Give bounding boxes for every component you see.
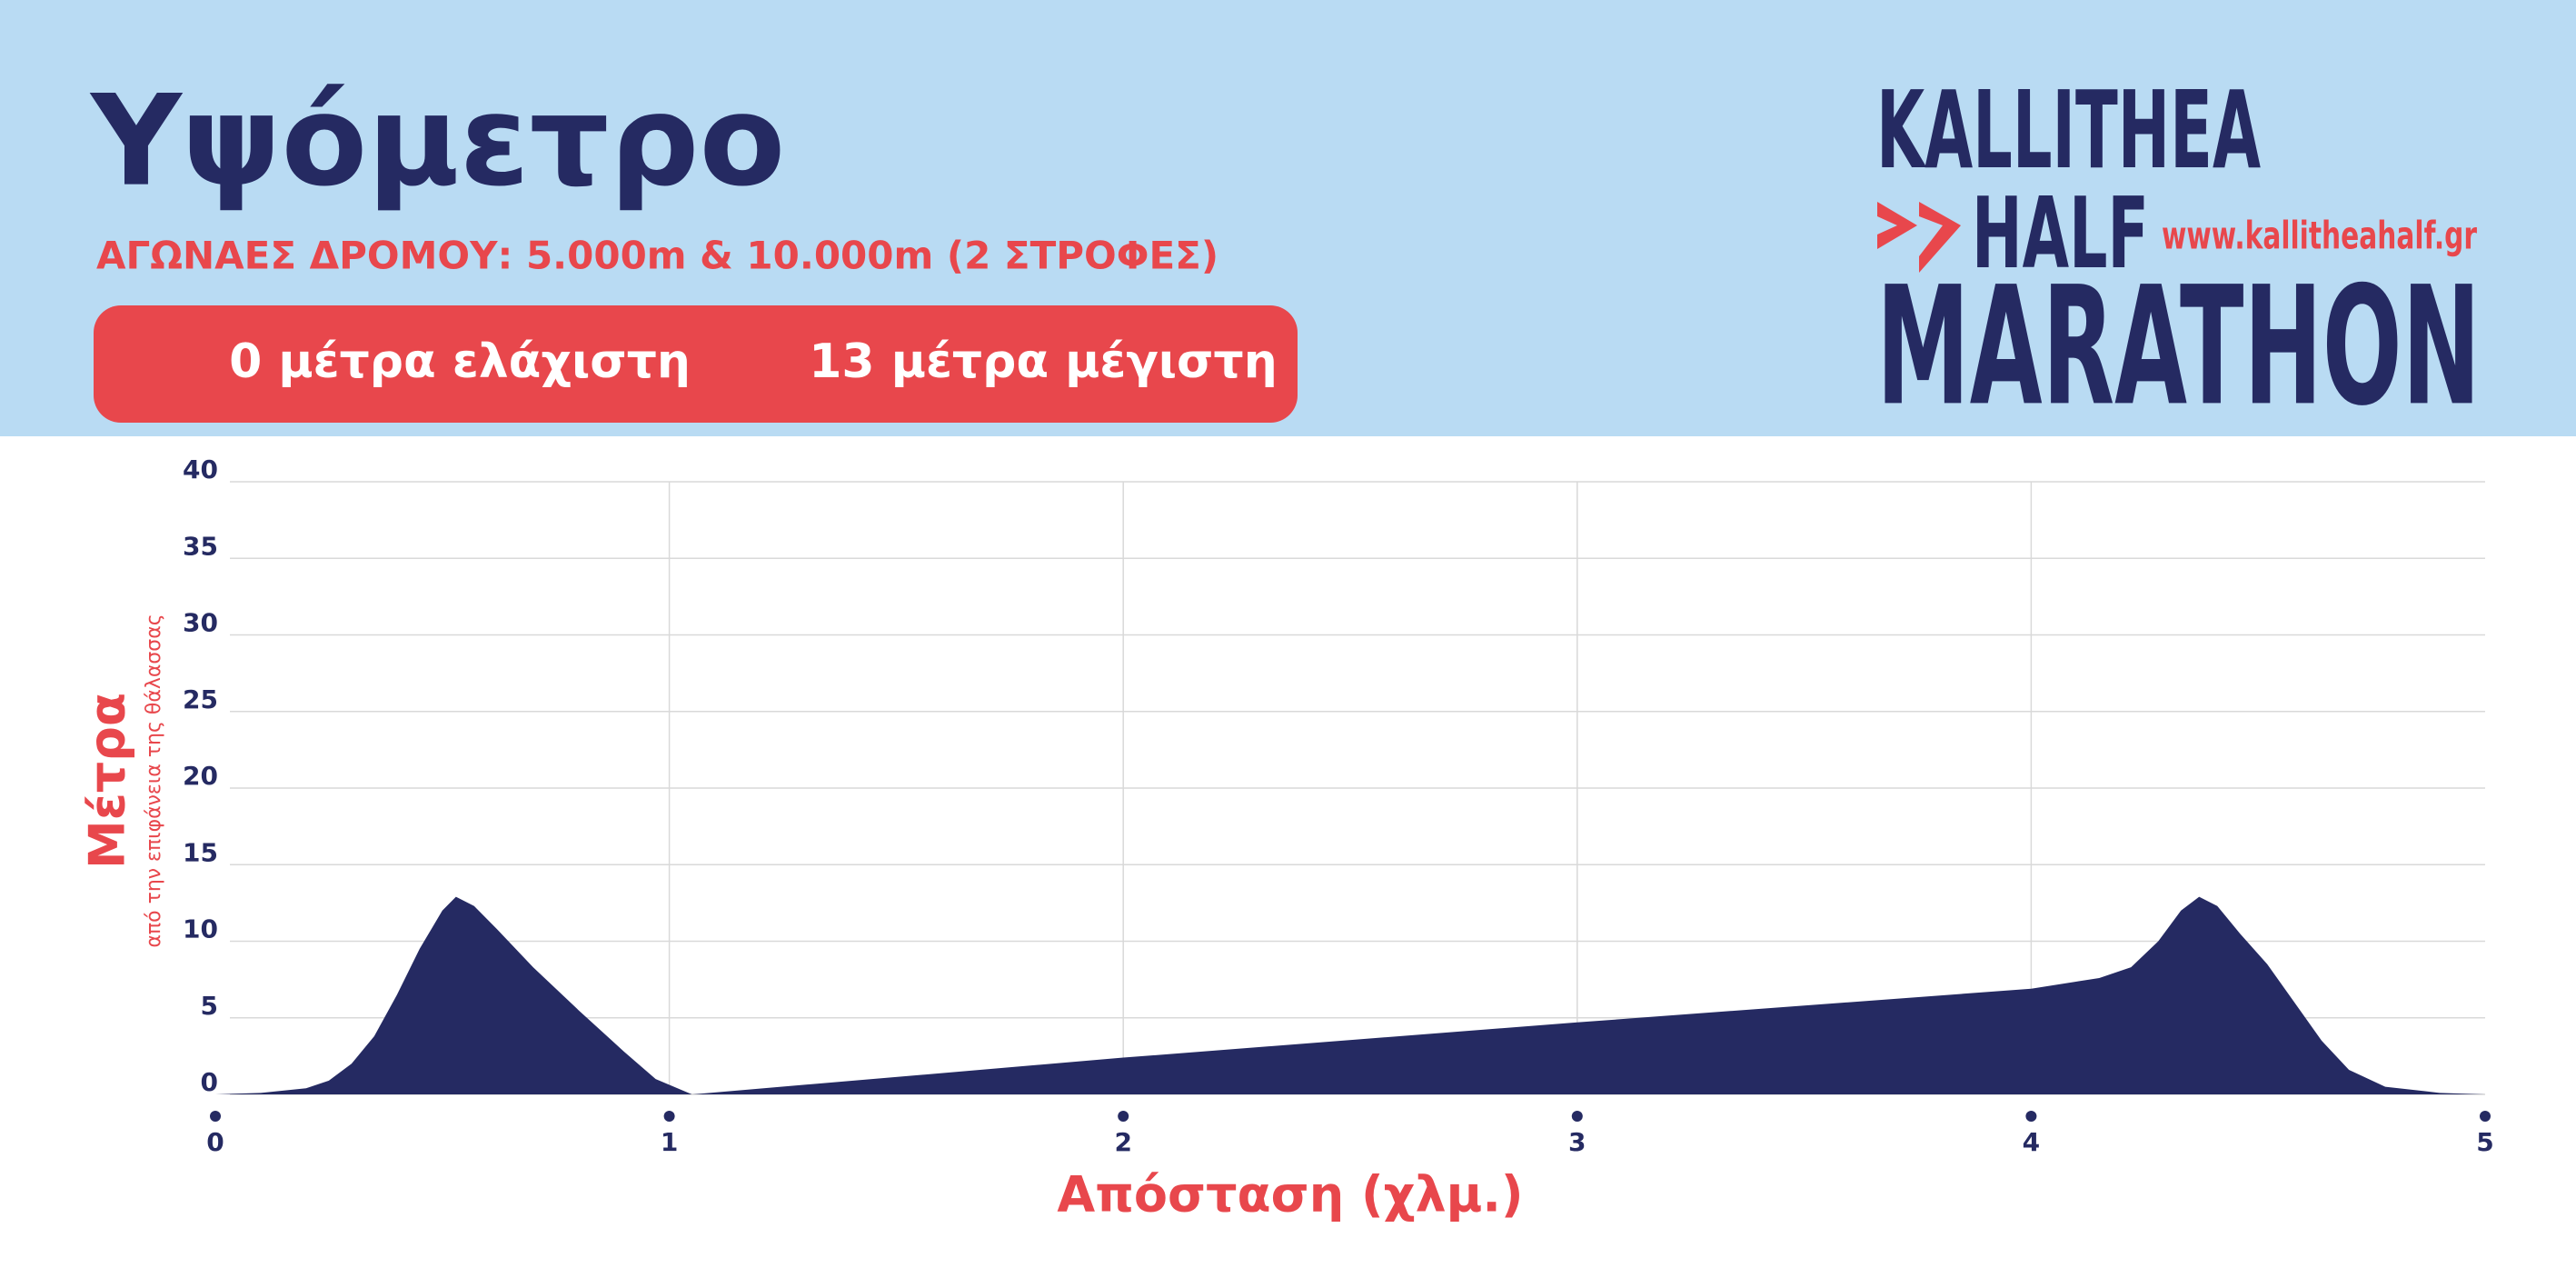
stats-box bbox=[94, 305, 1298, 423]
x-tick-dot bbox=[663, 1111, 675, 1122]
chart-title: Υψόμετρο bbox=[89, 68, 785, 215]
logo-line3: MARATHON bbox=[1876, 252, 2481, 442]
x-tick-label: 5 bbox=[2476, 1127, 2493, 1157]
x-tick-label: 3 bbox=[1568, 1127, 1586, 1157]
x-tick-dot bbox=[1571, 1111, 1583, 1122]
y-axis-label: Μέτρα bbox=[79, 693, 136, 869]
x-tick-label: 0 bbox=[206, 1127, 224, 1157]
y-tick-label: 20 bbox=[183, 761, 218, 791]
y-tick-label: 15 bbox=[183, 837, 218, 867]
x-tick-dot bbox=[2480, 1111, 2491, 1122]
elevation-area bbox=[215, 896, 2485, 1094]
y-tick-label: 30 bbox=[183, 608, 218, 638]
y-tick-label: 35 bbox=[183, 531, 218, 561]
y-tick-label: 5 bbox=[201, 991, 218, 1021]
x-tick-label: 2 bbox=[1114, 1127, 1131, 1157]
logo-line1: KALLITHEA bbox=[1876, 67, 2261, 193]
x-tick-dot bbox=[1118, 1111, 1129, 1122]
logo-arrows bbox=[1877, 202, 1961, 273]
logo-line2: HALF bbox=[1972, 177, 2149, 291]
y-tick-label: 0 bbox=[201, 1067, 218, 1097]
chart-subtitle: ΑΓΩΝΑΕΣ ΔΡΟΜΟΥ: 5.000m & 10.000m (2 ΣΤΡΟ… bbox=[96, 234, 1218, 278]
x-axis-label: Απόσταση (χλμ.) bbox=[1057, 1166, 1523, 1223]
max-label: 13 μέτρα μέγιστη bbox=[809, 334, 1278, 389]
y-axis-sublabel: από την επιφάνεια της θάλασσας bbox=[143, 614, 165, 947]
x-tick-label: 1 bbox=[661, 1127, 678, 1157]
x-tick-dot bbox=[2025, 1111, 2037, 1122]
min-label: 0 μέτρα ελάχιστη bbox=[229, 334, 691, 389]
y-tick-label: 40 bbox=[183, 454, 218, 484]
y-tick-label: 10 bbox=[183, 914, 218, 944]
x-tick-label: 4 bbox=[2023, 1127, 2040, 1157]
logo-url: www.kallitheahalf.gr bbox=[2162, 214, 2477, 258]
y-tick-label: 25 bbox=[183, 684, 218, 714]
x-tick-dot bbox=[210, 1111, 221, 1122]
